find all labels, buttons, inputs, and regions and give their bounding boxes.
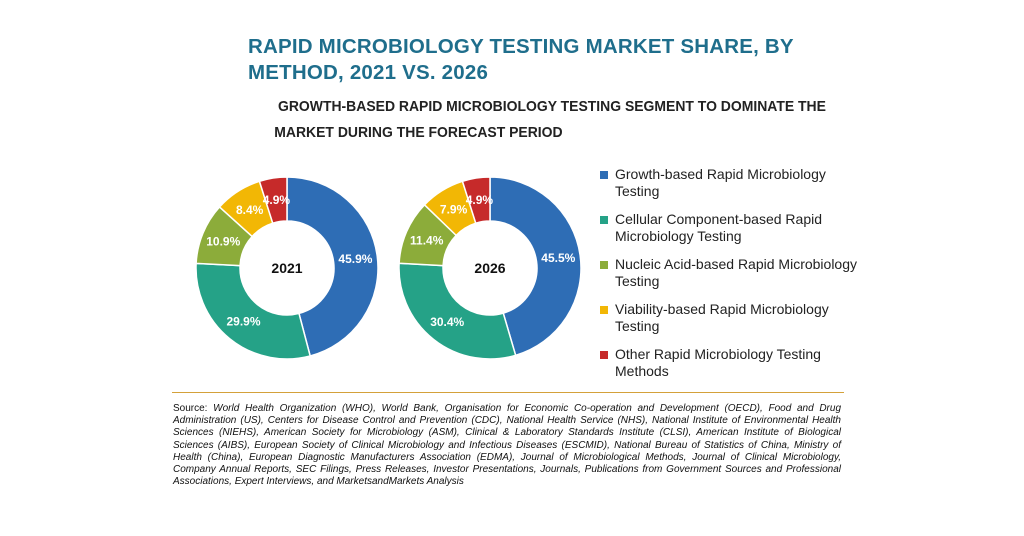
legend-item: Nucleic Acid-based Rapid Microbiology Te… xyxy=(600,256,860,290)
legend-item: Viability-based Rapid Microbiology Testi… xyxy=(600,301,860,335)
legend-label: Other Rapid Microbiology Testing Methods xyxy=(615,346,821,379)
donut-center-year: 2021 xyxy=(271,260,302,276)
slice-value-label: 10.9% xyxy=(206,235,240,249)
subtitle-line-2: MARKET DURING THE FORECAST PERIOD xyxy=(274,124,563,141)
donut-slice xyxy=(195,262,312,360)
source-label: Source: xyxy=(173,403,208,414)
legend-label: Nucleic Acid-based Rapid Microbiology Te… xyxy=(615,256,858,289)
source-divider xyxy=(172,392,844,393)
legend-swatch xyxy=(600,216,608,224)
legend-item: Growth-based Rapid Microbiology Testing xyxy=(600,166,860,200)
legend-label: Growth-based Rapid Microbiology Testing xyxy=(615,166,826,199)
legend-item: Other Rapid Microbiology Testing Methods xyxy=(600,346,860,380)
donut-slice xyxy=(461,176,491,225)
donut-slice xyxy=(258,176,288,225)
slice-value-label: 45.5% xyxy=(541,251,575,265)
donut-chart-2026: 45.5% 30.4% 11.4% 7.9%4.9% 2026 xyxy=(398,176,582,360)
donut-slice xyxy=(489,176,582,357)
legend-label: Cellular Component-based Rapid Microbiol… xyxy=(615,211,823,244)
chart-title: RAPID MICROBIOLOGY TESTING MARKET SHARE,… xyxy=(248,35,794,84)
slice-value-label: 7.9% xyxy=(440,202,468,216)
chart-legend: Growth-based Rapid Microbiology Testing C… xyxy=(600,166,860,391)
donut-center-year: 2026 xyxy=(474,260,505,276)
source-text: World Health Organization (WHO), World B… xyxy=(173,403,841,488)
legend-swatch xyxy=(600,171,608,179)
slice-value-label: 8.4% xyxy=(236,203,264,217)
legend-swatch xyxy=(600,306,608,314)
legend-swatch xyxy=(600,351,608,359)
slice-value-label: 29.9% xyxy=(227,315,261,329)
slice-value-label: 4.9% xyxy=(466,193,494,207)
source-note: Source: World Health Organization (WHO),… xyxy=(173,403,841,488)
slice-value-label: 4.9% xyxy=(263,193,291,207)
donut-chart-2021: 45.9% 29.9% 10.9% 8.4%4.9% 2021 xyxy=(195,176,379,360)
legend-label: Viability-based Rapid Microbiology Testi… xyxy=(615,301,829,334)
donut-slice xyxy=(286,176,379,357)
slice-value-label: 30.4% xyxy=(430,315,464,329)
slice-value-label: 45.9% xyxy=(338,252,372,266)
donut-slice xyxy=(398,262,517,360)
subtitle-line-1: GROWTH-BASED RAPID MICROBIOLOGY TESTING … xyxy=(278,98,826,115)
slice-value-label: 11.4% xyxy=(410,234,444,248)
legend-item: Cellular Component-based Rapid Microbiol… xyxy=(600,211,860,245)
legend-swatch xyxy=(600,261,608,269)
chart-subtitle: GROWTH-BASED RAPID MICROBIOLOGY TESTING … xyxy=(274,94,836,146)
